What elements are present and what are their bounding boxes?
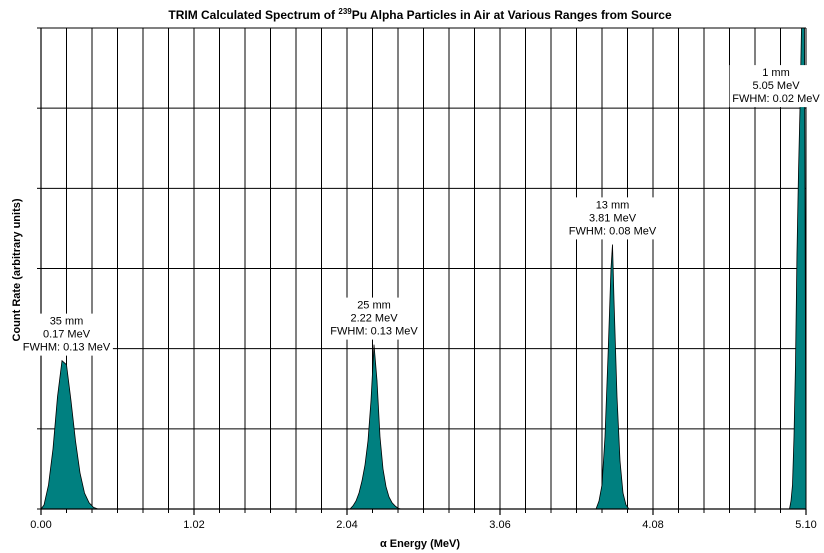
- annotation-line: 1 mm: [762, 67, 790, 79]
- annotation-line: 5.05 MeV: [752, 80, 800, 92]
- x-tick-label: 3.06: [489, 519, 510, 531]
- chart-title-superscript: 239: [338, 7, 352, 16]
- annotation-line: 2.22 MeV: [350, 313, 398, 325]
- x-tick-label: 5.10: [795, 519, 816, 531]
- x-tick-label: 4.08: [642, 519, 663, 531]
- x-tick-label: 0.00: [30, 519, 51, 531]
- spectrum-peak-1: [40, 359, 99, 510]
- annotation-line: 25 mm: [357, 300, 391, 312]
- spectrum-peaks: [40, 27, 807, 510]
- x-tick-label: 1.02: [183, 519, 204, 531]
- annotation-line: FWHM: 0.13 MeV: [330, 326, 418, 338]
- annotation-line: 0.17 MeV: [43, 329, 91, 341]
- annotation-line: FWHM: 0.02 MeV: [732, 93, 820, 105]
- spectrum-peak-3: [595, 244, 630, 510]
- annotation-background: [20, 313, 113, 356]
- annotation-line: 13 mm: [596, 199, 630, 211]
- chart-title-suffix: Pu Alpha Particles in Air at Various Ran…: [352, 8, 672, 22]
- y-axis-label: Count Rate (arbitrary units): [11, 198, 23, 341]
- grid-lines: [41, 28, 806, 509]
- spectrum-peak-2: [349, 344, 402, 510]
- x-axis-label: α Energy (MeV): [380, 538, 460, 550]
- annotation-background: [327, 297, 421, 340]
- chart-title-prefix: TRIM Calculated Spectrum of: [168, 8, 338, 22]
- chart-title: TRIM Calculated Spectrum of 239Pu Alpha …: [168, 7, 672, 22]
- x-tick-label: 2.04: [336, 519, 357, 531]
- annotation-line: 35 mm: [50, 316, 84, 328]
- annotation-line: FWHM: 0.08 MeV: [569, 225, 657, 237]
- annotation-line: 3.81 MeV: [589, 212, 637, 224]
- annotation-line: FWHM: 0.13 MeV: [23, 342, 111, 354]
- annotation-background: [729, 65, 823, 108]
- x-axis-ticks: 0.00 1.02 2.04 3.06 4.08 5.10: [30, 509, 817, 531]
- annotation-background: [566, 197, 659, 240]
